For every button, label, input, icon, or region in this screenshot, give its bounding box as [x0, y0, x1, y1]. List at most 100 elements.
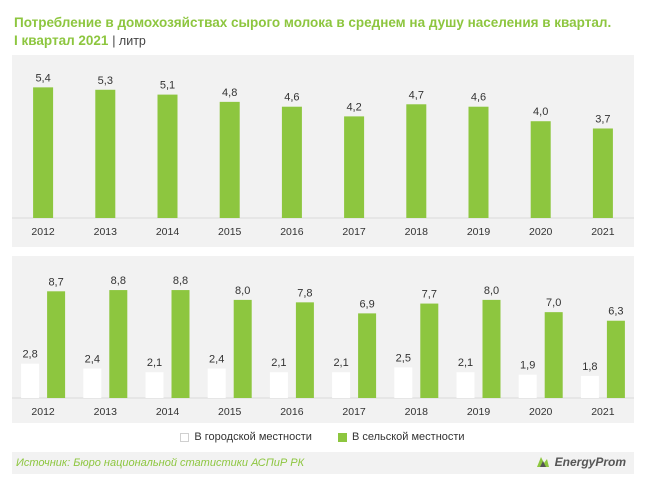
bar-rural-2013 — [109, 290, 128, 398]
bar-urban-2012 — [21, 363, 40, 398]
x-tick-label-2012: 2012 — [31, 406, 55, 418]
source-note: Источник: Бюро национальной статистики А… — [16, 457, 305, 469]
bar-2012 — [33, 87, 54, 218]
data-label-2019: 4,6 — [471, 92, 486, 104]
legend-label-urban: В городской местности — [194, 431, 312, 443]
bar-urban-2020 — [518, 374, 537, 398]
data-label-urban-2017: 2,1 — [333, 357, 348, 369]
x-tick-label-2021: 2021 — [591, 406, 615, 418]
total-consumption-panel: 5,4 2012 5,3 2013 5,1 2014 4,8 2015 4,6 2016 4,2 20… — [12, 55, 634, 247]
title-line-1: Потребление в домохозяйствах сырого моло… — [14, 15, 612, 30]
data-label-2018: 4,7 — [409, 89, 424, 101]
urban-rural-panel: 2,8 8,7 2012 2,4 8,8 2013 2,1 8,8 2014 2,4 8,0 2015… — [12, 256, 634, 423]
energyprom-logo-icon — [536, 457, 549, 467]
data-label-urban-2018: 2,5 — [396, 352, 411, 364]
x-tick-label-2013: 2013 — [94, 226, 118, 238]
data-label-2012: 5,4 — [35, 72, 50, 84]
x-tick-label-2019: 2019 — [467, 226, 491, 238]
brand-logo: EnergyProm — [535, 455, 626, 469]
data-label-2016: 4,6 — [284, 92, 299, 104]
bar-urban-2014 — [145, 372, 164, 398]
x-tick-label-2014: 2014 — [156, 406, 180, 418]
bar-2017 — [344, 116, 365, 218]
brand-name: EnergyProm — [554, 455, 626, 469]
bar-urban-2018 — [394, 367, 413, 398]
data-label-rural-2021: 6,3 — [608, 306, 623, 318]
legend-item-urban: В городской местности — [180, 431, 312, 443]
title-line-2: I квартал 2021 — [14, 33, 109, 48]
x-tick-label-2017: 2017 — [342, 406, 366, 418]
x-tick-label-2012: 2012 — [31, 226, 55, 238]
data-label-urban-2013: 2,4 — [85, 354, 100, 366]
data-label-rural-2020: 7,0 — [546, 297, 561, 309]
data-label-rural-2016: 7,8 — [297, 287, 312, 299]
legend-item-rural: В сельской местности — [337, 431, 465, 443]
bar-rural-2016 — [295, 302, 314, 398]
bar-urban-2019 — [456, 372, 475, 398]
x-tick-label-2018: 2018 — [405, 226, 429, 238]
bar-urban-2015 — [207, 368, 226, 398]
bar-2020 — [530, 121, 551, 218]
data-label-urban-2016: 2,1 — [271, 357, 286, 369]
x-tick-label-2016: 2016 — [280, 406, 304, 418]
chart-title: Потребление в домохозяйствах сырого моло… — [14, 14, 634, 50]
x-tick-label-2018: 2018 — [405, 406, 429, 418]
x-tick-label-2019: 2019 — [467, 406, 491, 418]
bar-2021 — [592, 128, 613, 218]
bar-2019 — [468, 106, 489, 218]
bar-rural-2019 — [482, 299, 501, 398]
legend-swatch-urban — [180, 432, 190, 442]
bar-2013 — [95, 89, 116, 218]
footer-bar: Источник: Бюро национальной статистики А… — [12, 452, 634, 474]
bar-urban-2013 — [83, 368, 102, 398]
data-label-urban-2021: 1,8 — [582, 361, 597, 373]
data-label-urban-2014: 2,1 — [147, 357, 162, 369]
x-tick-label-2015: 2015 — [218, 226, 242, 238]
data-label-urban-2020: 1,9 — [520, 360, 535, 372]
urban-rural-chart: 2,8 8,7 2012 2,4 8,8 2013 2,1 8,8 2014 2,4 8,0 2015… — [12, 275, 634, 418]
data-label-rural-2019: 8,0 — [484, 285, 499, 297]
bar-rural-2017 — [358, 313, 377, 398]
legend: В городской местности В сельской местнос… — [0, 431, 645, 443]
bar-rural-2020 — [544, 312, 563, 398]
data-label-2013: 5,3 — [98, 75, 113, 87]
bar-2018 — [406, 104, 427, 218]
bar-2015 — [219, 101, 240, 218]
x-tick-label-2021: 2021 — [591, 226, 615, 238]
data-label-urban-2019: 2,1 — [458, 357, 473, 369]
data-label-2021: 3,7 — [595, 113, 610, 125]
data-label-rural-2014: 8,8 — [173, 275, 188, 287]
unit-label: | литр — [112, 34, 146, 48]
total-consumption-chart: 5,4 2012 5,3 2013 5,1 2014 4,8 2015 4,6 2016 4,2 20… — [12, 72, 634, 238]
data-label-2020: 4,0 — [533, 106, 548, 118]
bar-rural-2018 — [420, 303, 439, 398]
bar-rural-2015 — [233, 299, 252, 398]
bar-2014 — [157, 94, 178, 218]
x-tick-label-2017: 2017 — [342, 226, 366, 238]
data-label-rural-2018: 7,7 — [422, 289, 437, 301]
data-label-urban-2012: 2,8 — [22, 349, 37, 361]
x-tick-label-2020: 2020 — [529, 226, 553, 238]
bar-urban-2017 — [332, 372, 351, 398]
data-label-urban-2015: 2,4 — [209, 354, 224, 366]
data-label-2015: 4,8 — [222, 87, 237, 99]
bar-urban-2016 — [269, 372, 288, 398]
bar-rural-2012 — [47, 291, 66, 398]
data-label-rural-2015: 8,0 — [235, 285, 250, 297]
bar-2016 — [281, 106, 302, 218]
data-label-rural-2017: 6,9 — [359, 298, 374, 310]
bar-rural-2014 — [171, 290, 190, 398]
x-tick-label-2016: 2016 — [280, 226, 304, 238]
x-tick-label-2020: 2020 — [529, 406, 553, 418]
x-tick-label-2013: 2013 — [94, 406, 118, 418]
bar-rural-2021 — [606, 320, 625, 398]
x-tick-label-2014: 2014 — [156, 226, 180, 238]
data-label-2014: 5,1 — [160, 80, 175, 92]
data-label-rural-2012: 8,7 — [48, 276, 63, 288]
legend-swatch-rural — [337, 432, 347, 442]
legend-label-rural: В сельской местности — [351, 431, 465, 443]
data-label-2017: 4,2 — [346, 101, 361, 113]
bar-urban-2021 — [580, 375, 599, 398]
x-tick-label-2015: 2015 — [218, 406, 242, 418]
